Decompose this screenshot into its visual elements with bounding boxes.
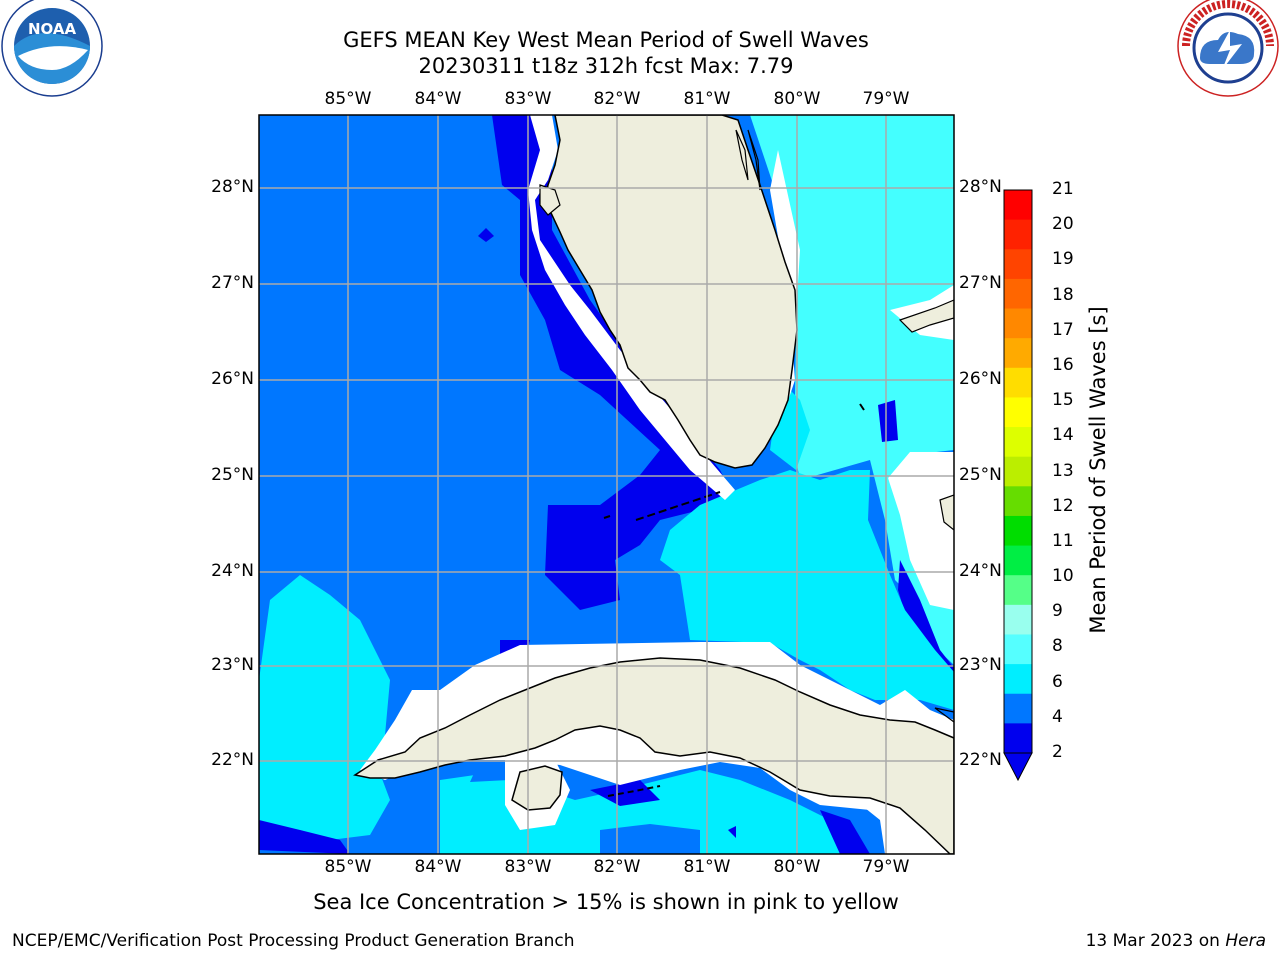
colorbar-swatch <box>1004 278 1032 310</box>
colorbar-swatch <box>1004 604 1032 635</box>
colorbar-title: Mean Period of Swell Waves [s] <box>1086 306 1110 634</box>
colorbar-tick-label: 21 <box>1052 179 1074 199</box>
colorbar-tick-label: 14 <box>1052 425 1074 446</box>
colorbar-swatch <box>1004 338 1032 369</box>
credit-line: NCEP/EMC/Verification Post Processing Pr… <box>12 931 575 951</box>
colorbar-swatch <box>1004 456 1032 487</box>
lon-label-top: 79°W <box>862 89 910 109</box>
lat-label-left: 22°N <box>211 750 254 770</box>
lon-label-bottom: 83°W <box>504 857 552 877</box>
lat-label-left: 25°N <box>211 465 254 485</box>
colorbar-swatch <box>1004 486 1032 517</box>
chart-subtitle: 20230311 t18z 312h fcst Max: 7.79 <box>418 54 794 78</box>
colorbar-swatch <box>1004 190 1032 221</box>
lat-label-right: 28°N <box>959 177 1002 197</box>
lon-label-top: 81°W <box>683 89 731 109</box>
colorbar-tick-label: 6 <box>1052 671 1063 692</box>
noaa-logo-text: NOAA <box>28 20 77 38</box>
colorbar <box>1004 190 1032 754</box>
lat-label-right: 25°N <box>959 465 1002 485</box>
noaa-logo: NOAA <box>1 0 103 97</box>
lat-label-right: 22°N <box>959 750 1002 770</box>
lat-label-right: 26°N <box>959 369 1002 389</box>
colorbar-swatch <box>1004 664 1032 695</box>
colorbar-tick-label: 8 <box>1052 636 1063 657</box>
lat-label-left: 24°N <box>211 561 254 581</box>
lat-label-right: 27°N <box>959 273 1002 293</box>
colorbar-tick-label: 12 <box>1052 495 1074 516</box>
grid-lines <box>259 115 954 854</box>
colorbar-frame <box>1003 189 1033 754</box>
colorbar-swatch <box>1004 545 1032 576</box>
lon-label-bottom: 84°W <box>414 857 462 877</box>
sea-ice-note: Sea Ice Concentration > 15% is shown in … <box>313 890 899 914</box>
lon-label-bottom: 82°W <box>593 857 641 877</box>
lon-label-top: 85°W <box>324 89 372 109</box>
lat-label-left: 26°N <box>211 369 254 389</box>
date-text: 13 Mar 2023 on <box>1085 931 1220 951</box>
lon-label-bottom: 80°W <box>773 857 821 877</box>
colorbar-swatch <box>1004 308 1032 339</box>
colorbar-swatch <box>1004 575 1032 606</box>
lon-label-top: 80°W <box>773 89 821 109</box>
colorbar-tick-label: 19 <box>1052 249 1074 270</box>
host-name: Hera <box>1225 931 1266 951</box>
colorbar-tick-label: 9 <box>1052 601 1063 622</box>
colorbar-swatch <box>1004 515 1032 547</box>
colorbar-swatch <box>1004 219 1032 250</box>
colorbar-tick-label: 4 <box>1052 706 1063 727</box>
lon-label-bottom: 85°W <box>324 857 372 877</box>
colorbar-swatch <box>1004 367 1032 398</box>
colorbar-tick-label: 13 <box>1052 460 1074 481</box>
generation-date: 13 Mar 2023 on Hera <box>1086 931 1266 951</box>
colorbar-swatch <box>1004 693 1032 724</box>
lat-label-right: 23°N <box>959 655 1002 675</box>
lat-label-left: 27°N <box>211 273 254 293</box>
colorbar-swatch <box>1004 397 1032 428</box>
lat-label-left: 23°N <box>211 655 254 675</box>
lat-label-left: 28°N <box>211 177 254 197</box>
colorbar-swatch <box>1004 634 1032 665</box>
colorbar-tick-label: 11 <box>1052 530 1074 551</box>
map-frame <box>258 114 955 855</box>
colorbar-swatch <box>1004 249 1032 280</box>
colorbar-tick-label: 15 <box>1052 390 1074 411</box>
colorbar-tick-label: 10 <box>1052 566 1074 587</box>
nws-logo <box>1177 0 1279 97</box>
lat-label-right: 24°N <box>959 561 1002 581</box>
colorbar-swatch <box>1004 427 1032 458</box>
lon-label-top: 82°W <box>593 89 641 109</box>
colorbar-tick-label: 2 <box>1052 742 1063 762</box>
lon-label-top: 84°W <box>414 89 462 109</box>
chart-title: GEFS MEAN Key West Mean Period of Swell … <box>343 28 869 52</box>
lon-label-top: 83°W <box>504 89 552 109</box>
lon-label-bottom: 79°W <box>862 857 910 877</box>
colorbar-tick-label: 18 <box>1052 284 1074 305</box>
colorbar-tick-label: 16 <box>1052 354 1074 375</box>
colorbar-tick-label: 17 <box>1052 319 1074 340</box>
colorbar-swatch <box>1004 723 1032 754</box>
colorbar-tick-label: 20 <box>1052 214 1074 235</box>
lon-label-bottom: 81°W <box>683 857 731 877</box>
